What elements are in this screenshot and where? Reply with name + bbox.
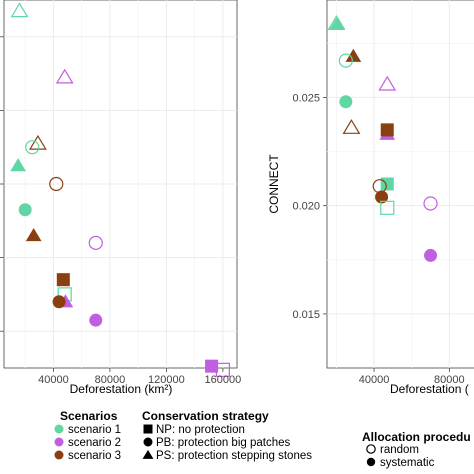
right-point-2 — [329, 16, 346, 30]
right-point-13 — [423, 196, 438, 211]
legend-scenario-swatch — [54, 424, 64, 434]
y-tick-label: 0.020 — [292, 201, 320, 213]
left-point-4 — [25, 140, 40, 155]
right-y-axis-label: CONNECT — [267, 154, 281, 214]
left-point-15 — [89, 313, 103, 327]
left-point-2 — [55, 68, 74, 84]
y-tick-label: 0.025 — [292, 92, 320, 104]
legend-allocation-label: random — [380, 444, 419, 456]
legend-strategy-label: NP: no protection — [156, 424, 245, 436]
left-point-9 — [25, 228, 42, 242]
left-x-ticks: 40000 80000 120000 160000 — [38, 368, 241, 386]
x-tick-label: 80000 — [434, 374, 465, 386]
right-points — [327, 15, 438, 262]
legend-scenario-label: scenario 3 — [68, 450, 121, 462]
right-point-7 — [342, 119, 361, 134]
left-point-11 — [56, 273, 70, 287]
left-point-8 — [18, 203, 32, 217]
legend-scenarios-title: Scenarios — [60, 409, 118, 423]
right-point-3 — [345, 48, 362, 62]
x-tick-label: 80000 — [95, 374, 126, 386]
left-panel: 40000 80000 120000 160000 Deforestation (km… — [0, 0, 241, 396]
legend-scenario-label: scenario 2 — [68, 437, 121, 449]
x-tick-label: 40000 — [359, 374, 390, 386]
legend-scenario-label: scenario 1 — [68, 424, 121, 436]
legend-strategy-label: PB: protection big patches — [156, 437, 290, 449]
right-point-9 — [380, 123, 394, 137]
y-tick-label: 0.015 — [292, 309, 320, 321]
left-grid — [0, 0, 237, 368]
left-point-16 — [205, 359, 219, 373]
right-x-ticks: 40000 80000 — [359, 368, 465, 386]
legend-scenario-swatch — [54, 437, 64, 447]
legend-strategy-symbol — [143, 424, 153, 434]
right-x-axis-label: Deforestation ( — [390, 382, 469, 396]
right-point-10 — [380, 177, 394, 191]
right-grid — [327, 0, 474, 368]
x-tick-label: 40000 — [38, 374, 69, 386]
legend-strategy-label: PS: protection stepping stones — [156, 450, 312, 462]
left-point-1 — [10, 2, 29, 18]
legend-allocation-symbol — [366, 444, 376, 454]
left-x-axis-label: Deforestation (km²) — [70, 382, 173, 396]
legend-strategy-symbol — [143, 437, 153, 447]
left-point-7 — [49, 176, 64, 192]
x-tick-label: 160000 — [205, 374, 242, 386]
right-panel: 40000 80000 0.015 0.020 0.025 CONNECT Defor… — [267, 0, 474, 396]
left-point-10 — [88, 235, 103, 250]
legend-allocation-title: Allocation procedu — [362, 430, 471, 444]
legend-strategy: Conservation strategy NP: no protectionP… — [142, 409, 312, 462]
right-y-ticks: 0.015 0.020 0.025 — [292, 92, 327, 321]
right-point-15 — [424, 248, 438, 262]
left-point-17 — [215, 362, 230, 377]
legend-strategy-symbol — [142, 449, 154, 459]
legend-allocation-symbol — [366, 457, 376, 467]
legend-scenario-swatch — [54, 450, 64, 460]
left-point-14 — [52, 295, 66, 309]
right-point-5 — [378, 75, 397, 91]
legend-strategy-title: Conservation strategy — [142, 409, 269, 423]
right-point-4 — [338, 53, 353, 68]
x-tick-label: 120000 — [148, 374, 185, 386]
right-point-6 — [339, 95, 353, 109]
right-point-12 — [375, 190, 389, 204]
left-point-6 — [10, 158, 26, 172]
left-points — [10, 2, 230, 377]
legend-allocation-label: systematic — [380, 457, 435, 469]
right-point-14 — [380, 200, 395, 215]
